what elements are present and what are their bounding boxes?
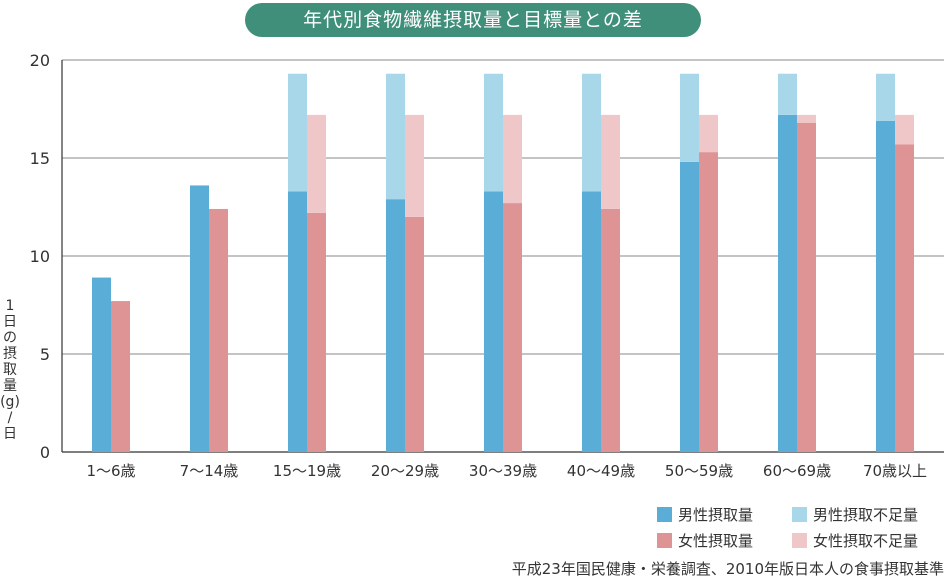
x-tick-label: 50〜59歳 — [665, 462, 733, 480]
bar-male-shortfall — [582, 73, 601, 192]
legend-swatch — [657, 507, 672, 522]
bar-male-shortfall — [288, 73, 307, 192]
bar-male-intake — [680, 161, 699, 453]
legend-item-female-shortfall: 女性摂取不足量 — [792, 530, 918, 551]
bar-female-intake — [307, 212, 326, 452]
bar-male-intake — [582, 191, 601, 452]
legend-label: 男性摂取不足量 — [813, 506, 919, 524]
x-tick-label: 40〜49歳 — [567, 462, 635, 480]
bar-female-intake — [405, 216, 424, 452]
y-tick-label: 0 — [40, 443, 50, 462]
y-axis-label-char: (g) — [0, 394, 20, 410]
x-tick-label: 1〜6歳 — [86, 462, 135, 480]
bar-male-shortfall — [778, 73, 797, 115]
bar-male-intake — [484, 191, 503, 452]
y-tick-label: 15 — [30, 149, 50, 168]
y-axis-label: 1 日 の 摂 取 量 (g) / 日 — [0, 298, 20, 442]
y-axis-label-char: / — [7, 410, 13, 426]
y-axis-label-char: 量 — [3, 378, 17, 394]
legend-item-male-shortfall: 男性摂取不足量 — [792, 504, 918, 525]
bar-female-shortfall — [405, 114, 424, 217]
bar-male-intake — [190, 185, 209, 452]
bar-male-shortfall — [484, 73, 503, 192]
bar-female-intake — [699, 152, 718, 452]
bar-male-intake — [876, 120, 895, 452]
bar-male-intake — [778, 114, 797, 452]
bar-female-intake — [111, 301, 130, 452]
bar-female-shortfall — [601, 114, 620, 209]
x-tick-label: 60〜69歳 — [763, 462, 831, 480]
legend-swatch — [792, 533, 807, 548]
y-axis-label-char: 取 — [3, 362, 17, 378]
x-tick-label: 15〜19歳 — [273, 462, 341, 480]
bar-female-shortfall — [503, 114, 522, 204]
bar-female-intake — [601, 208, 620, 452]
y-axis-label-char: 摂 — [3, 346, 17, 362]
legend-label: 男性摂取量 — [678, 506, 754, 524]
legend-label: 女性摂取不足量 — [813, 532, 919, 550]
bar-male-intake — [386, 199, 405, 452]
bar-male-shortfall — [680, 73, 699, 162]
bar-female-shortfall — [307, 114, 326, 213]
y-axis-label-char: 日 — [3, 314, 17, 330]
y-axis-label-char: 1 — [5, 298, 15, 314]
bar-female-shortfall — [699, 114, 718, 153]
y-tick-label: 20 — [30, 51, 50, 70]
bar-male-shortfall — [876, 73, 895, 121]
y-axis-label-char: の — [3, 330, 17, 346]
legend-label: 女性摂取量 — [678, 532, 754, 550]
bar-male-intake — [92, 277, 111, 452]
source-note: 平成23年国民健康・栄養調査、2010年版日本人の食事摂取基準 — [511, 560, 944, 578]
bar-female-intake — [503, 203, 522, 452]
bar-chart: 0 5 10 15 20 1〜6歳 7〜14歳 15〜19歳 20〜29歳 30〜39歳 40〜49… — [30, 51, 944, 480]
bar-female-shortfall — [797, 114, 816, 123]
x-tick-label: 70歳以上 — [863, 462, 927, 480]
bar-male-intake — [288, 191, 307, 452]
legend-item-female-intake: 女性摂取量 — [657, 530, 753, 551]
legend-swatch — [657, 533, 672, 548]
x-tick-label: 20〜29歳 — [371, 462, 439, 480]
legend-swatch — [792, 507, 807, 522]
y-axis-label-char: 日 — [3, 426, 17, 442]
bar-female-intake — [797, 122, 816, 452]
bar-female-intake — [209, 208, 228, 452]
bar-female-shortfall — [895, 114, 914, 145]
x-tick-label: 30〜39歳 — [469, 462, 537, 480]
bar-female-intake — [895, 144, 914, 452]
x-tick-label: 7〜14歳 — [180, 462, 239, 480]
legend-item-male-intake: 男性摂取量 — [657, 504, 753, 525]
bar-male-shortfall — [386, 73, 405, 200]
y-tick-label: 10 — [30, 247, 50, 266]
chart-title: 年代別食物繊維摂取量と目標量との差 — [245, 3, 701, 37]
y-tick-label: 5 — [40, 345, 50, 364]
